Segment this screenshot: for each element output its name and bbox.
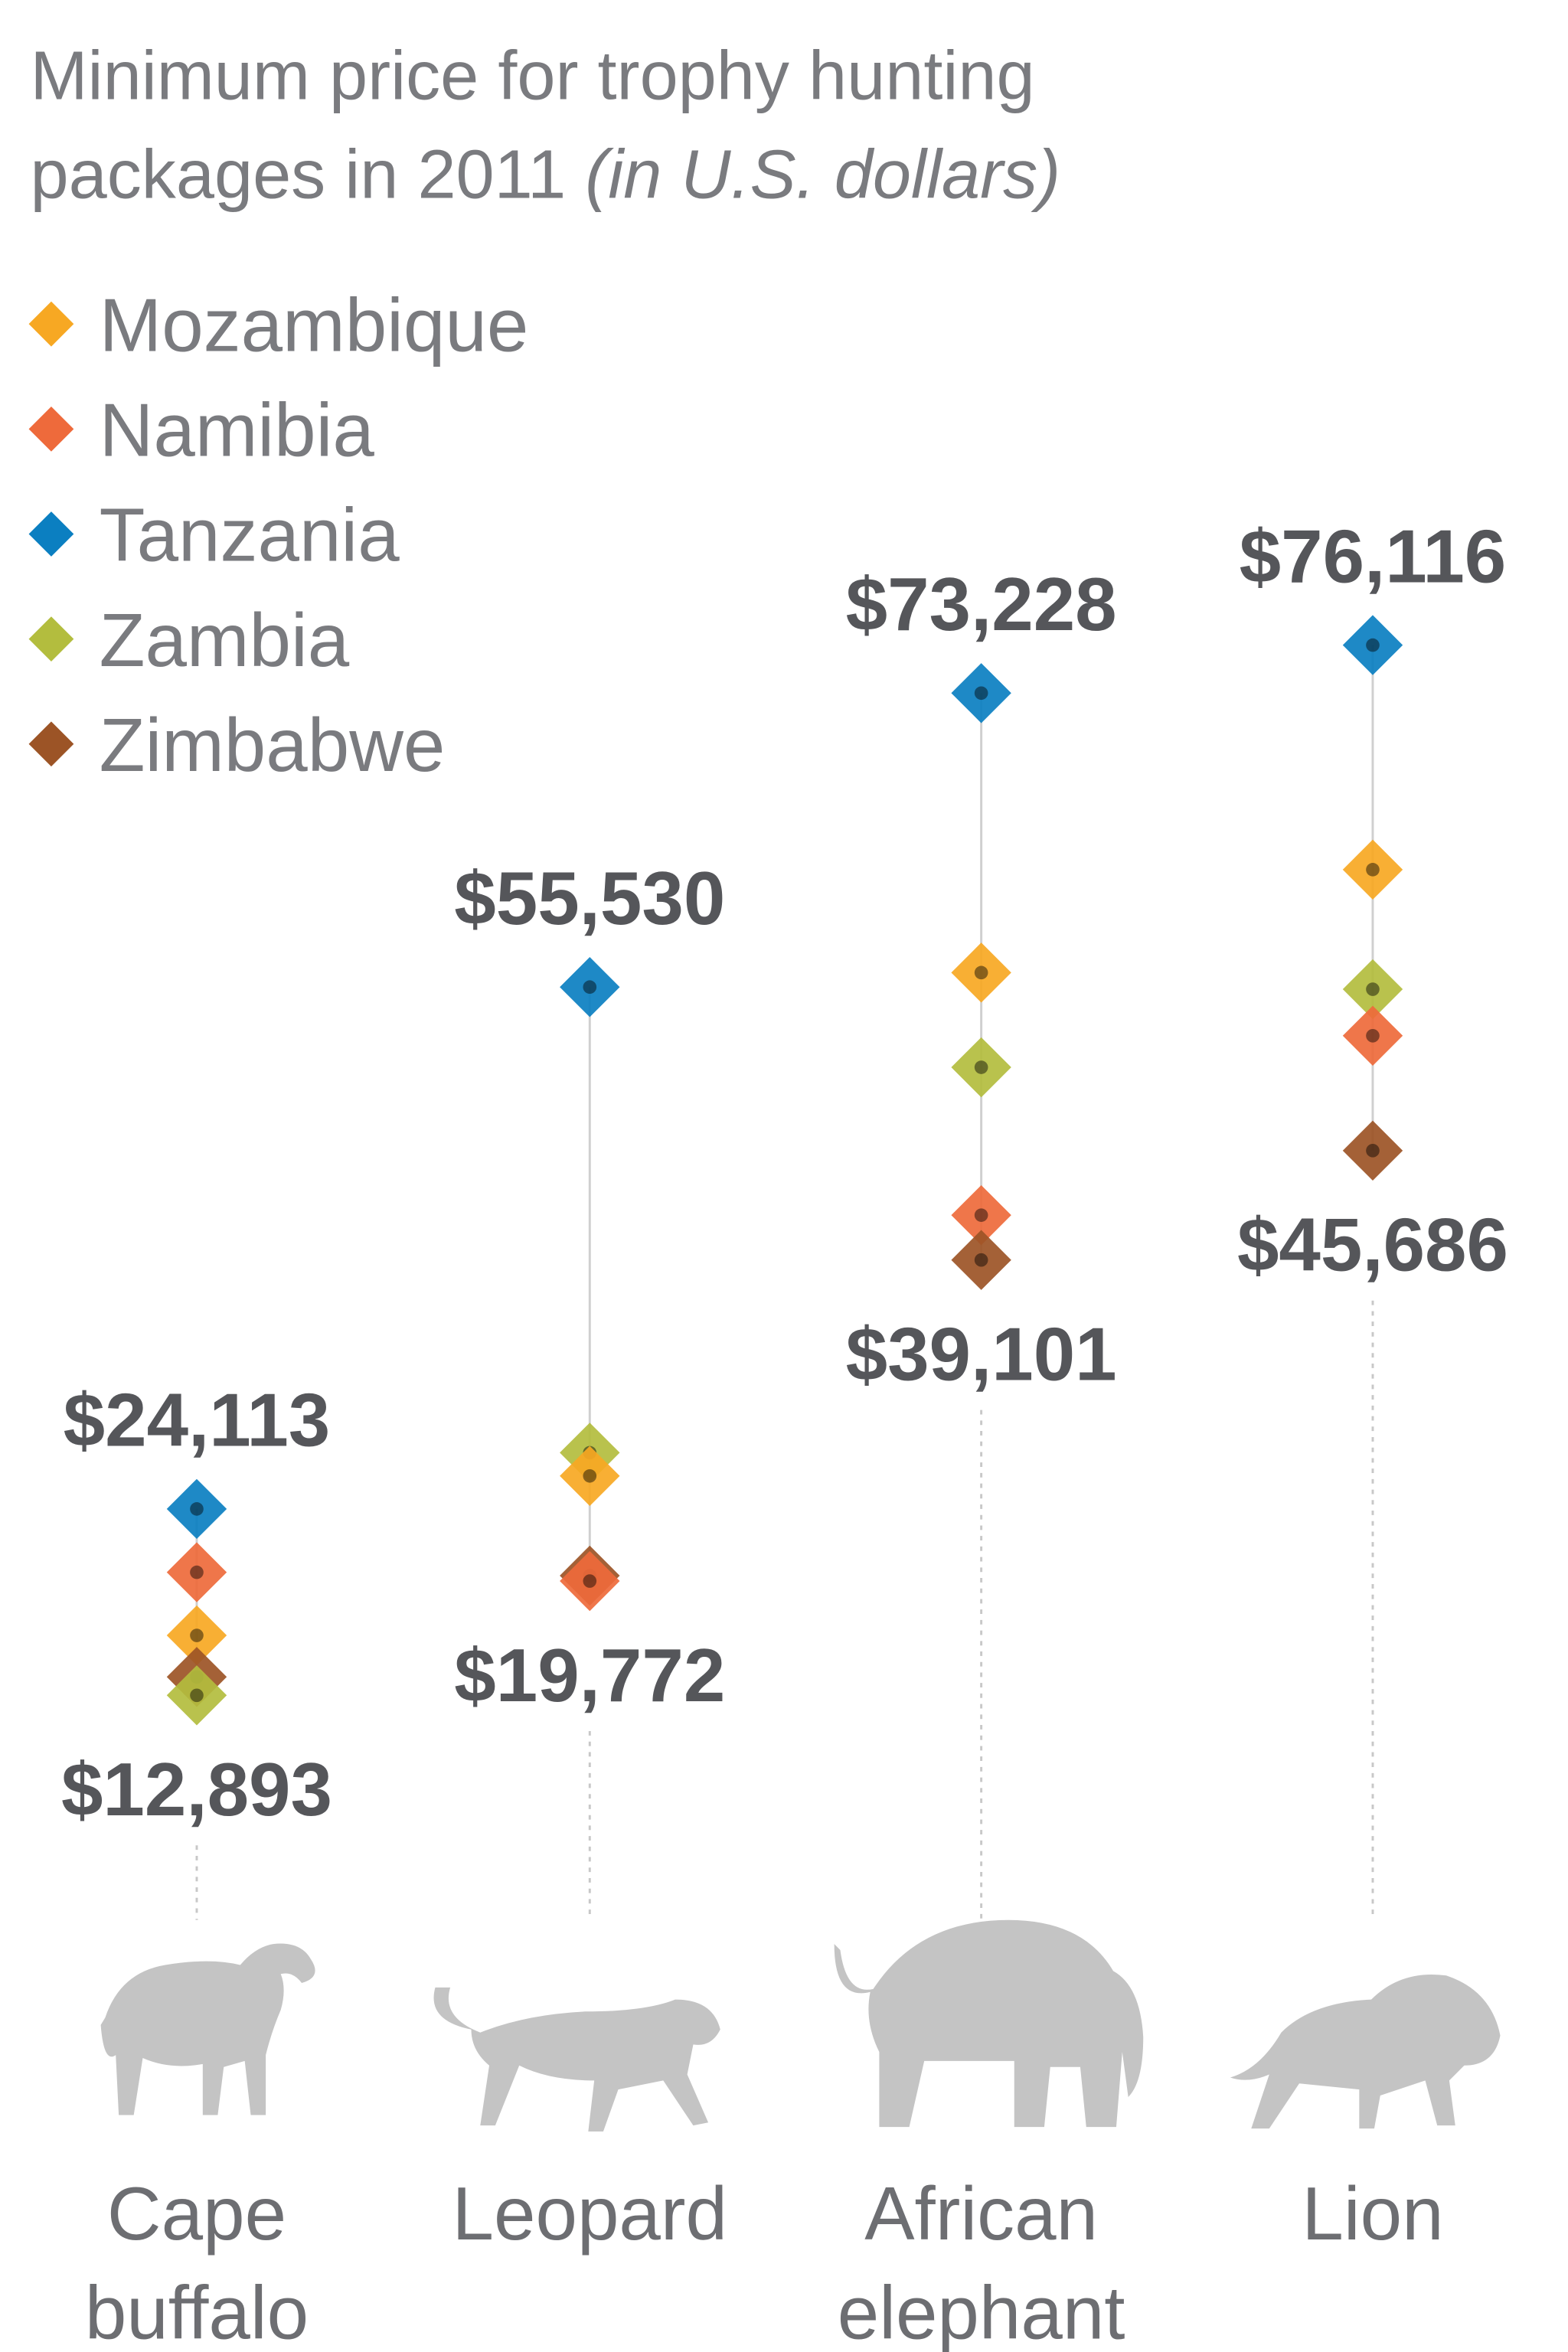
- legend-label-mozambique: Mozambique: [100, 283, 529, 367]
- category-label: elephant: [838, 2270, 1125, 2352]
- marker-center-dot: [1366, 638, 1380, 652]
- marker-center-dot: [190, 1565, 204, 1579]
- category-label: Cape: [107, 2171, 286, 2256]
- marker-center-dot: [583, 1468, 597, 1483]
- leopard-icon: [433, 1987, 720, 2132]
- legend-marker-namibia: [28, 406, 74, 452]
- chart-subtitle: packages in 2011 (in U.S. dollars): [31, 136, 1061, 214]
- chart-subtitle-text: packages in 2011: [31, 136, 586, 214]
- marker-center-dot: [974, 686, 988, 701]
- marker-tanzania: [951, 663, 1011, 724]
- category-label: Leopard: [452, 2171, 727, 2256]
- marker-zimbabwe: [951, 1230, 1011, 1290]
- marker-zimbabwe: [1342, 1120, 1403, 1181]
- marker-center-dot: [583, 1574, 597, 1588]
- marker-center-dot: [1366, 982, 1380, 996]
- elephant-icon: [834, 1919, 1144, 2128]
- chart-title: Minimum price for trophy hunting: [31, 37, 1035, 114]
- category-group-3: $76,116 $45,686 Lion: [1230, 514, 1508, 2256]
- marker-center-dot: [1366, 863, 1380, 877]
- marker-center-dot: [1366, 1144, 1380, 1158]
- plot-area: $24,113 $12,893 Cape buffalo $55,530 $19,772 L…: [61, 514, 1508, 2352]
- legend-label-zimbabwe: Zimbabwe: [100, 703, 446, 787]
- legend: Mozambique Namibia Tanzania Zambia Zimbabwe: [28, 283, 529, 787]
- legend-marker-mozambique: [28, 301, 74, 347]
- category-label: buffalo: [85, 2270, 309, 2352]
- legend-marker-zimbabwe: [28, 721, 74, 767]
- max-value-label: $24,113: [64, 1378, 331, 1462]
- category-group-2: $73,228 $39,101 African elephant: [834, 562, 1144, 2352]
- marker-namibia: [951, 1184, 1011, 1246]
- category-group-0: $24,113 $12,893 Cape buffalo: [61, 1378, 332, 2352]
- marker-namibia: [166, 1542, 227, 1602]
- marker-center-dot: [190, 1688, 204, 1703]
- marker-center-dot: [1366, 1028, 1380, 1043]
- max-value-label: $55,530: [454, 856, 725, 940]
- marker-tanzania: [560, 957, 620, 1018]
- min-value-label: $39,101: [846, 1312, 1117, 1396]
- legend-marker-tanzania: [28, 511, 74, 557]
- marker-zambia: [166, 1665, 227, 1726]
- marker-namibia: [1342, 1005, 1403, 1066]
- legend-marker-zambia: [28, 616, 74, 662]
- legend-label-namibia: Namibia: [100, 388, 375, 472]
- min-value-label: $45,686: [1237, 1203, 1508, 1287]
- marker-center-dot: [190, 1628, 204, 1642]
- chart-subtitle-unit: (in U.S. dollars): [585, 136, 1060, 214]
- legend-label-zambia: Zambia: [100, 598, 350, 682]
- marker-namibia: [560, 1550, 620, 1612]
- marker-center-dot: [974, 965, 988, 980]
- marker-mozambique: [560, 1446, 620, 1506]
- category-group-1: $55,530 $19,772 Leopard: [433, 856, 727, 2256]
- marker-tanzania: [166, 1478, 227, 1540]
- lion-icon: [1230, 1974, 1501, 2129]
- category-label: Lion: [1302, 2171, 1443, 2256]
- marker-center-dot: [974, 1060, 988, 1074]
- legend-label-tanzania: Tanzania: [100, 493, 400, 577]
- marker-mozambique: [1342, 839, 1403, 900]
- category-label: African: [864, 2171, 1098, 2256]
- marker-center-dot: [190, 1502, 204, 1516]
- min-value-label: $19,772: [454, 1633, 725, 1717]
- marker-center-dot: [974, 1253, 988, 1267]
- marker-center-dot: [583, 980, 597, 995]
- marker-center-dot: [974, 1208, 988, 1222]
- cape-buffalo-icon: [100, 1943, 315, 2115]
- min-value-label: $12,893: [61, 1747, 332, 1831]
- max-value-label: $76,116: [1240, 514, 1507, 598]
- max-value-label: $73,228: [846, 562, 1117, 646]
- marker-zambia: [1342, 959, 1403, 1020]
- marker-tanzania: [1342, 615, 1403, 675]
